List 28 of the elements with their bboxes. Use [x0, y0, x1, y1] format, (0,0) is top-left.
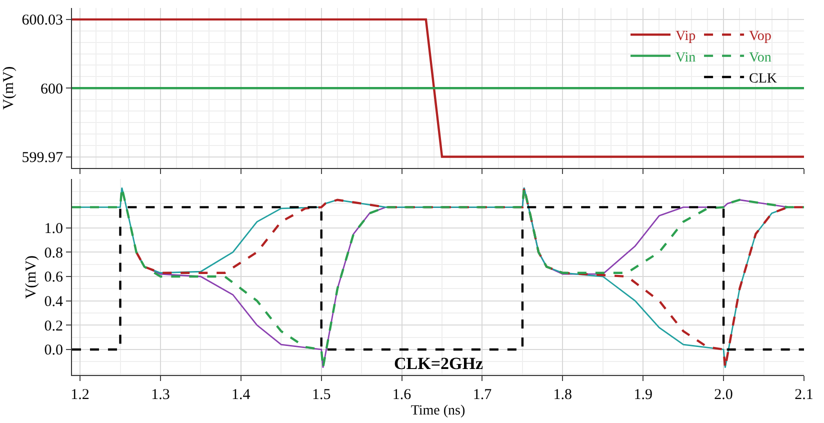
legend-label: Vin [676, 50, 696, 66]
x-tick-label: 1.9 [634, 387, 652, 403]
x-tick-label: 1.8 [553, 387, 572, 403]
y-tick-label: 600 [40, 81, 63, 98]
x-axis-title: Time (ns) [410, 403, 466, 418]
y-tick-label: 0.8 [44, 245, 63, 262]
y-tick-label: 600.03 [22, 12, 63, 29]
y-axis-title: V(mV) [1, 66, 17, 110]
x-tick-label: 1.5 [312, 387, 331, 403]
y-tick-label: 0.6 [44, 270, 64, 286]
x-tick-label: 1.7 [472, 387, 492, 403]
x-tick-label: 1.6 [392, 387, 412, 403]
y-tick-label: 0.0 [44, 342, 63, 359]
y-tick-label: 599.97 [22, 150, 64, 166]
x-tick-label: 2.0 [714, 387, 733, 403]
x-tick-label: 1.2 [70, 387, 90, 403]
legend-label: CLK [749, 71, 778, 86]
x-tick-label: 2.1 [794, 387, 814, 403]
text: Von [749, 50, 772, 66]
x-tick-label: 1.3 [151, 387, 170, 403]
x-tick-label: 1.4 [232, 387, 251, 403]
legend-label: Vip [676, 29, 696, 44]
y-tick-label: 1.0 [44, 221, 63, 238]
y-tick-label: 0.4 [44, 294, 64, 310]
y-tick-label: 0.2 [44, 318, 63, 334]
annotation: CLK=2GHz [394, 354, 484, 373]
y-axis-title: V(mV) [24, 255, 40, 299]
text: Vop [749, 29, 772, 44]
